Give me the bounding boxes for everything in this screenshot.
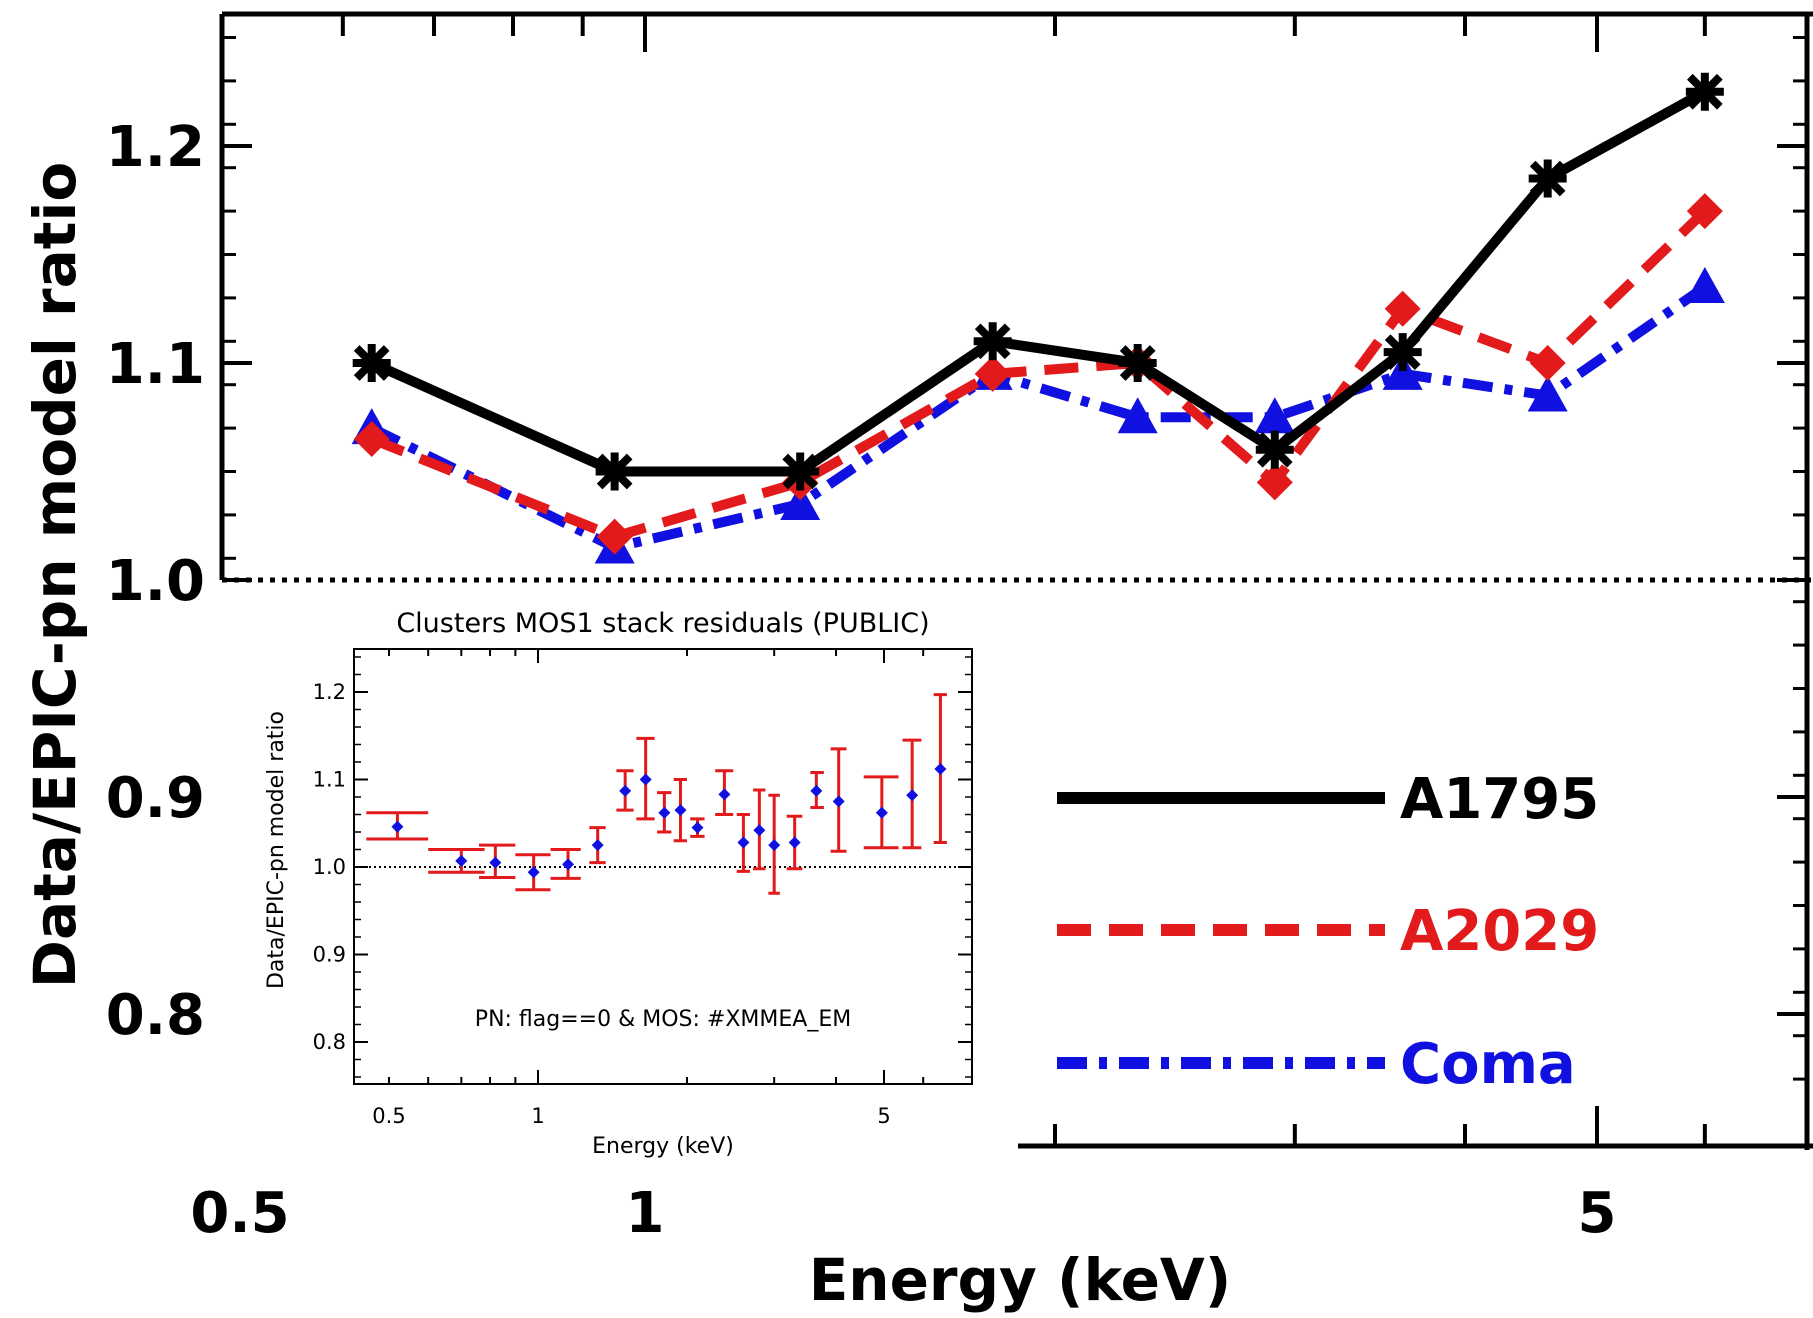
data-point (781, 453, 819, 491)
data-point (1529, 160, 1567, 198)
inset-x-axis-title: Energy (keV) (592, 1134, 734, 1159)
x-axis-title: Energy (keV) (809, 1246, 1232, 1314)
legend-label: A2029 (1400, 899, 1599, 964)
y-tick-label: 0.8 (106, 983, 205, 1048)
inset-y-tick-label: 0.8 (313, 1030, 346, 1054)
legend-item-a2029: A2029 (1057, 899, 1599, 964)
data-point (1686, 73, 1724, 111)
series-line (372, 92, 1705, 472)
series-a1795 (353, 73, 1724, 491)
data-point (596, 453, 634, 491)
data-point (1685, 267, 1725, 303)
inset-y-tick-label: 0.9 (313, 943, 346, 967)
data-point (1119, 344, 1157, 382)
legend-item-coma: Coma (1057, 1032, 1576, 1097)
data-point (353, 344, 391, 382)
data-point (1384, 333, 1422, 371)
inset-background (253, 596, 993, 1161)
series-line (372, 287, 1705, 547)
inset-title: Clusters MOS1 stack residuals (PUBLIC) (396, 608, 929, 639)
inset-x-tick-label: 5 (877, 1104, 890, 1128)
y-tick-label: 1.1 (106, 332, 205, 397)
legend-item-a1795: A1795 (1057, 767, 1599, 832)
inset-y-tick-label: 1.2 (313, 680, 346, 704)
inset-x-tick-label: 0.5 (372, 1104, 405, 1128)
inset-annotation: PN: flag==0 & MOS: #XMMEA_EM (475, 1007, 851, 1032)
legend-label: Coma (1400, 1032, 1576, 1097)
data-point (597, 519, 633, 555)
y-tick-label: 0.9 (106, 766, 205, 831)
y-tick-label: 1.2 (106, 115, 205, 180)
data-point (1256, 431, 1294, 469)
y-tick-label: 1.0 (106, 549, 205, 614)
series-coma (352, 267, 1725, 563)
inset-chart: 0.8 0.9 1.0 1.1 1.2 0.5 1 5 (253, 596, 993, 1161)
legend-label: A1795 (1400, 767, 1599, 832)
data-point (974, 322, 1012, 360)
data-point (354, 421, 390, 457)
x-tick-label: 5 (1578, 1181, 1617, 1246)
x-tick-label: 0.5 (190, 1181, 289, 1246)
inset-x-tick-label: 1 (531, 1104, 544, 1128)
inset-y-tick-label: 1.0 (313, 855, 346, 879)
inset-y-axis-title: Data/EPIC-pn model ratio (264, 711, 289, 989)
series-a2029 (354, 193, 1723, 554)
inset-y-tick-label: 1.1 (313, 768, 346, 792)
x-tick-label: 1 (626, 1181, 665, 1246)
legend: A1795 A2029 Coma (1057, 767, 1599, 1097)
data-point (1530, 345, 1566, 381)
y-axis-title: Data/EPIC-pn model ratio (21, 162, 89, 988)
series-line (372, 211, 1705, 536)
